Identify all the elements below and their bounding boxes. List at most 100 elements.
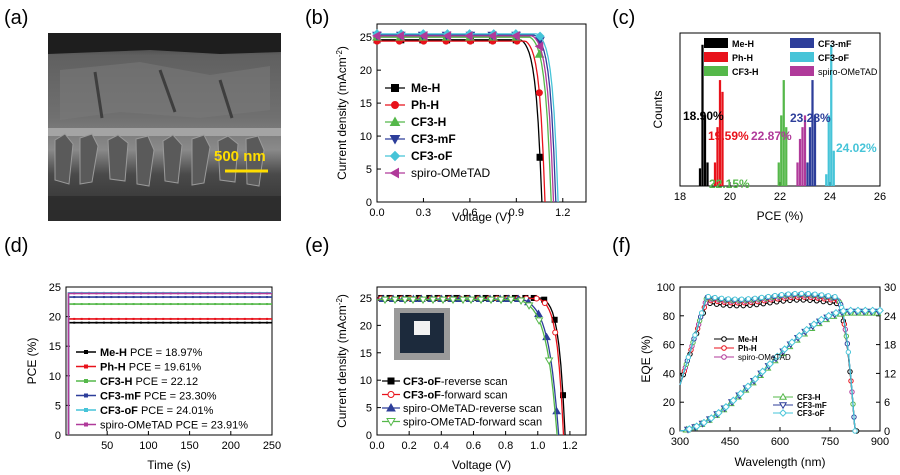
y-tick-label: 0 [669, 426, 675, 438]
legend-label: spiro-OMeTAD [818, 67, 878, 77]
data-point-CF3-mF [214, 296, 217, 299]
panel-b-jv-curves: 0.0 0.3 0.6 0.9 1.2 0 5 10 15 20 25 Voltage (V) Curr… [335, 23, 587, 224]
legend-label: spiro-OMeTAD PCE = 23.91% [100, 420, 248, 432]
data-point-Me-H [214, 321, 217, 324]
legend-label: CF3-H [411, 115, 446, 129]
y-tick-label: 20 [360, 320, 372, 332]
jsc-point-CF3-oF [854, 306, 862, 315]
jsc-point-CF3-oF [861, 306, 870, 315]
jsc-point-CF3-oF [729, 396, 738, 405]
data-point-Ph-H [266, 317, 269, 320]
data-point-CF3-H [243, 303, 246, 306]
data-point-Ph-H [184, 317, 187, 320]
peak-label-Me-H: 18.90% [683, 109, 724, 123]
jsc-point-CF3-oF [751, 375, 760, 383]
data-point-Ph-H [221, 317, 224, 320]
data-point-spiro-OMeTAD-forward scan [496, 296, 506, 305]
data-point-spiro-OMeTAD [221, 292, 224, 295]
jsc-point-CF3-oF [766, 359, 774, 368]
histogram-bar-CF3-oF [832, 150, 835, 186]
data-point-CF3-H [110, 303, 113, 306]
data-point-CF3-mF [73, 296, 76, 299]
data-point-CF3-H [73, 303, 76, 306]
ylabel-text: Current density (mAcm [335, 57, 349, 180]
x-tick-label: 0.0 [369, 207, 384, 219]
data-point-spiro-OMeTAD [102, 292, 105, 295]
panel-label-d: (d) [4, 235, 28, 257]
panel-f-eqe: 300 450 600 750 9000204060801000612182430Wav… [639, 282, 896, 469]
data-point-Ph-H [132, 317, 135, 320]
legend-suffix: spiro-OMeTAD-reverse scan [403, 403, 542, 415]
y2-tick-label: 24 [884, 311, 896, 323]
data-point-spiro-OMeTAD [125, 292, 128, 295]
eqe-point-CF3-oF [692, 332, 698, 338]
y-tick-label: 20 [663, 397, 675, 409]
eqe-point-CF3-oF [705, 293, 712, 300]
legend-name: Ph-H [100, 362, 126, 374]
data-point-Me-H [266, 321, 269, 324]
jsc-point-CF3-oF [685, 425, 694, 433]
series-line-spiro-OMeTAD [67, 292, 272, 435]
histogram-bar-spiro-OMeTAD [801, 127, 804, 186]
histogram-bar-CF3-H [782, 80, 785, 186]
legend-label: CF3-oF-forward scan [403, 390, 508, 402]
data-point-CF3-H [191, 303, 194, 306]
ylabel-sup: -2 [335, 298, 344, 306]
histogram-bar-spiro-OMeTAD [798, 138, 802, 186]
x-tick-label: 20 [724, 191, 736, 203]
data-point-Me-H [147, 321, 150, 324]
data-point-CF3-mF [147, 296, 150, 299]
legend-marker [84, 422, 88, 427]
data-point-spiro-OMeTAD [177, 292, 180, 295]
data-point-spiro-OMeTAD [243, 292, 246, 295]
data-point-Me-H [169, 321, 172, 324]
panel-label-c: (c) [612, 7, 635, 29]
data-point-Me-H [206, 321, 209, 324]
data-point-Me-H [258, 321, 261, 324]
data-point-spiro-OMeTAD [236, 292, 239, 295]
panel-label-e: (e) [305, 235, 329, 257]
data-point-spiro-OMeTAD-forward scan [408, 296, 418, 305]
data-point-spiro-OMeTAD-forward scan [516, 297, 526, 305]
data-point-spiro-OMeTAD [228, 292, 231, 295]
panel-label-f: (f) [612, 235, 631, 257]
jsc-point-CF3-oF [795, 331, 804, 340]
legend-label: spiro-OMeTAD-reverse scan [403, 403, 542, 415]
jsc-point-CF3-oF [876, 306, 884, 315]
data-point-CF3-H [228, 303, 231, 306]
data-point-spiro-OMeTAD [139, 292, 142, 295]
legend-label: CF3-oF [818, 53, 849, 63]
jsc-point-CF3-oF [846, 306, 855, 315]
legend-swatch [704, 38, 728, 48]
histogram-bar-CF3-H [785, 127, 788, 186]
data-point-spiro-OMeTAD [258, 292, 261, 295]
legend-label: CF3-mF [411, 132, 456, 146]
x-tick-label: 26 [874, 191, 886, 203]
y2-tick-label: 12 [884, 368, 896, 380]
data-point-Ph-H [117, 317, 120, 320]
y2-tick-label: 0 [884, 426, 890, 438]
y-tick-label: 15 [360, 348, 372, 360]
legend-label: Ph-H PCE = 19.61% [100, 362, 201, 374]
data-point-spiro-OMeTAD [534, 41, 544, 52]
histogram-bar-Me-H [698, 168, 702, 186]
legend-name: CF3-mF [100, 391, 141, 403]
eqe-point-CF3-oF [725, 296, 732, 302]
data-point-Ph-H [110, 317, 113, 320]
legend-label: Me-H [411, 81, 440, 95]
jsc-point-CF3-oF [868, 306, 877, 315]
x-tick-label: 0.4 [434, 440, 449, 452]
eqe-point-CF3-oF [778, 292, 785, 298]
y-tick-label: 25 [360, 32, 372, 44]
data-point-CF3-H [266, 303, 269, 306]
jsc-point-CF3-oF [802, 325, 811, 334]
eqe-point-CF3-oF [772, 292, 778, 299]
data-point-spiro-OMeTAD-forward scan [390, 296, 400, 305]
jsc-point-CF3-oF [839, 307, 848, 315]
legend-value: PCE = 24.01% [138, 405, 214, 417]
data-point-CF3-mF [199, 296, 202, 299]
data-point-CF3-H [125, 303, 128, 306]
data-point-Me-H [95, 321, 98, 324]
legend-label: CF3-oF-reverse scan [403, 376, 508, 388]
data-point-CF3-H [221, 303, 224, 306]
